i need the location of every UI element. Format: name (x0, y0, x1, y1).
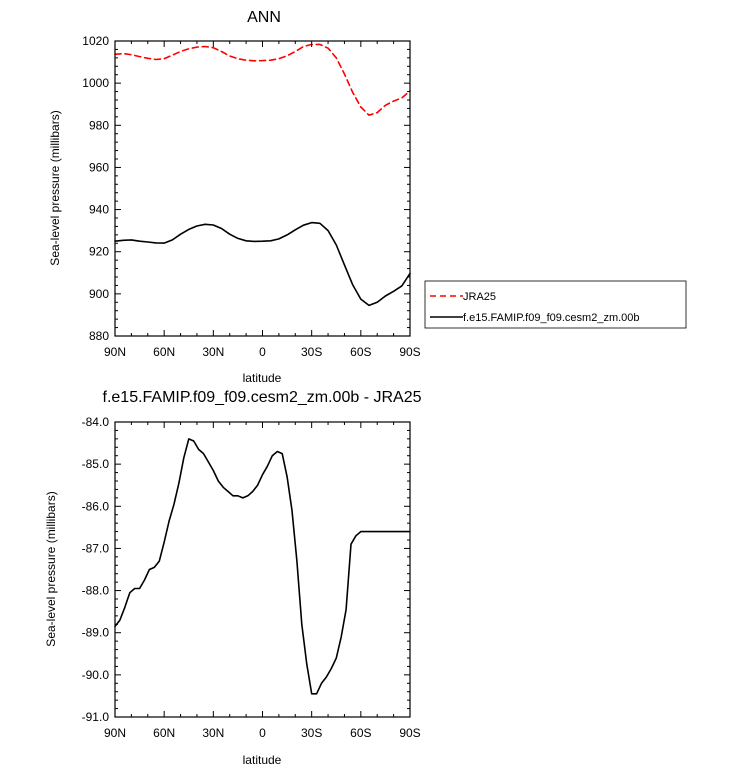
y-tick-label: -84.0 (82, 415, 110, 429)
top-series-group (114, 43, 411, 307)
legend-label-jra25: JRA25 (463, 291, 496, 303)
top-chart-title: ANN (247, 9, 281, 26)
x-tick-label: 60S (350, 345, 371, 359)
x-tick-label: 90S (399, 345, 420, 359)
x-tick-label: 60N (153, 726, 175, 740)
x-tick-label: 0 (259, 726, 266, 740)
bottom-ticks-group: 90N 60N 30N 0 30S 60S 90S -91.0 -90.0 -89.0 -88.0 -… (82, 415, 421, 740)
legend: JRA25 f.e15.FAMIP.f09_f09.cesm2_zm.00b (424, 280, 687, 329)
y-tick-label: -85.0 (82, 457, 110, 471)
bottom-series-group (114, 438, 411, 695)
y-tick-label: -88.0 (82, 584, 110, 598)
y-tick-label: 1020 (82, 34, 109, 48)
bottom-plot-frame (114, 421, 411, 718)
x-tick-label: 90N (104, 726, 126, 740)
y-tick-label: 920 (89, 245, 109, 259)
top-plot-frame (114, 40, 411, 337)
x-tick-label: 30N (202, 345, 224, 359)
top-x-axis-label: latitude (243, 371, 282, 385)
x-tick-label: 30S (301, 345, 322, 359)
bottom-chart-title: f.e15.FAMIP.f09_f09.cesm2_zm.00b - JRA25 (103, 389, 422, 406)
y-tick-label: 960 (89, 160, 109, 174)
series-line-1-0 (114, 438, 411, 695)
bottom-y-axis-label: Sea-level pressure (millibars) (44, 491, 58, 646)
x-tick-label: 0 (259, 345, 266, 359)
y-tick-label: 900 (89, 287, 109, 301)
y-tick-label: -91.0 (82, 710, 110, 724)
bottom-x-axis-label: latitude (243, 753, 282, 767)
series-line-0-0 (114, 43, 411, 116)
top-y-axis-label: Sea-level pressure (millibars) (48, 110, 62, 265)
y-tick-label: 1000 (82, 76, 109, 90)
y-tick-label: 940 (89, 203, 109, 217)
legend-label-cesm2: f.e15.FAMIP.f09_f09.cesm2_zm.00b (463, 312, 640, 324)
top-ticks-group: 90N 60N 30N 0 30S 60S 90S 880 900 920 940 960 980 100… (82, 34, 420, 359)
x-tick-label: 30S (301, 726, 322, 740)
y-tick-label: -87.0 (82, 541, 110, 555)
y-tick-label: -86.0 (82, 499, 110, 513)
x-tick-label: 90S (399, 726, 420, 740)
x-tick-label: 30N (202, 726, 224, 740)
y-tick-label: -90.0 (82, 668, 110, 682)
y-tick-label: 980 (89, 118, 109, 132)
bottom-panel: f.e15.FAMIP.f09_f09.cesm2_zm.00b - JRA25… (44, 389, 422, 767)
x-tick-label: 90N (104, 345, 126, 359)
y-tick-label: 880 (89, 329, 109, 343)
series-line-0-1 (114, 221, 411, 307)
x-tick-label: 60S (350, 726, 371, 740)
y-tick-label: -89.0 (82, 626, 110, 640)
legend-box (424, 280, 687, 329)
top-panel: ANN 90N 60N 30N 0 30S 60S 90S 880 900 920 940 960 98… (48, 9, 421, 385)
x-tick-label: 60N (153, 345, 175, 359)
